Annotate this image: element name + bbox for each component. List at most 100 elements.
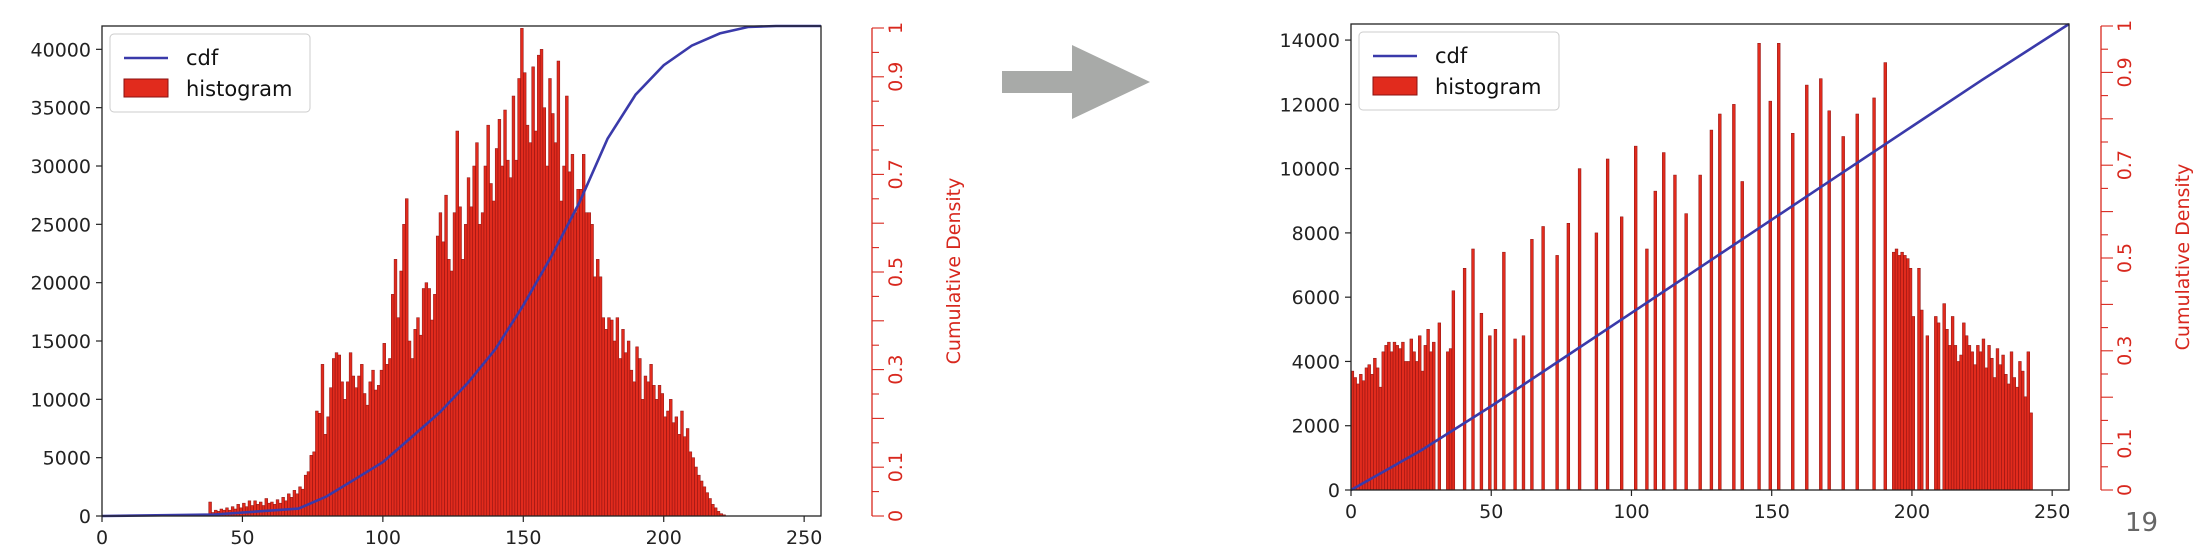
right-tick-label: 0 <box>885 510 907 522</box>
histogram-bar <box>320 364 325 517</box>
y-tick-label: 10000 <box>31 389 91 411</box>
histogram-bar <box>447 259 451 517</box>
histogram-bar <box>1920 309 1924 491</box>
histogram-bar <box>247 500 252 517</box>
histogram-bar <box>1479 312 1484 491</box>
histogram-bar <box>1948 345 1952 491</box>
histogram-bar <box>528 142 532 517</box>
histogram-bar <box>275 499 280 517</box>
histogram-bar <box>570 154 575 517</box>
histogram-bar <box>393 259 398 517</box>
histogram-bar <box>559 200 563 517</box>
histogram-bar <box>503 109 507 517</box>
histogram-bar <box>1791 133 1795 491</box>
histogram-bar <box>649 364 653 517</box>
right-tick-label: 0.3 <box>2114 336 2136 366</box>
histogram-bar <box>1367 364 1371 491</box>
histogram-bar <box>376 385 381 517</box>
histogram-bar <box>1959 354 1963 491</box>
right-axis-label: Cumulative Density <box>2172 164 2194 351</box>
histogram-bar <box>1900 251 1904 491</box>
histogram-bar <box>584 212 589 517</box>
histogram-bar <box>1827 110 1831 491</box>
histogram-bar <box>1945 329 1949 491</box>
histogram-bar <box>618 358 622 517</box>
histogram-bar <box>1883 62 1887 491</box>
histogram-bar <box>337 354 341 517</box>
histogram-bar <box>1684 213 1688 491</box>
histogram-bar <box>688 451 693 517</box>
histogram-bar <box>1903 255 1907 491</box>
histogram-bar <box>1819 78 1823 491</box>
right-tick-label: 0.5 <box>2114 243 2136 273</box>
histogram-bar <box>624 352 628 517</box>
histogram-bar <box>711 504 715 517</box>
histogram-bar <box>632 381 636 517</box>
x-tick-label: 0 <box>1345 501 1357 523</box>
legend-histogram-swatch <box>123 78 169 98</box>
histogram-bar <box>1962 322 1966 491</box>
histogram-bar <box>489 183 493 517</box>
histogram-bar <box>2001 354 2005 491</box>
histogram-chart-original: 0 50 100 150 200 250 0 5000 10000 15000 20000 25000… <box>31 22 965 549</box>
histogram-bar <box>1471 248 1475 491</box>
histogram-bar <box>382 343 386 517</box>
histogram-bar <box>492 200 496 517</box>
histogram-bar <box>646 381 650 517</box>
histogram-bar <box>506 159 510 517</box>
histogram-bar <box>438 212 443 517</box>
histogram-bar <box>1950 316 1955 491</box>
y-tick-label: 4000 <box>1292 351 1340 373</box>
histogram-bar <box>2015 386 2019 491</box>
histogram-bar <box>1423 345 1427 491</box>
histogram-bar <box>680 410 684 517</box>
histogram-bar <box>312 451 316 517</box>
histogram-bar <box>346 381 350 517</box>
histogram-bar <box>517 78 521 517</box>
histogram-bar <box>452 212 457 517</box>
histogram-bar <box>458 206 462 517</box>
histogram-bar <box>1353 377 1357 491</box>
histogram-bar <box>385 364 389 517</box>
histogram-bar <box>604 329 608 517</box>
histogram-bar <box>1906 258 1910 491</box>
histogram-bar <box>360 364 364 517</box>
histogram-bar <box>1541 226 1545 491</box>
histogram-bar <box>1732 104 1736 491</box>
histogram-bar <box>1653 190 1657 491</box>
histogram-bar <box>1970 351 1974 491</box>
slide-number: 19 <box>2125 508 2159 538</box>
histogram-bar <box>660 393 664 517</box>
histogram-bar <box>638 358 642 517</box>
histogram-bar <box>610 319 614 517</box>
histogram-bar <box>301 488 305 517</box>
histogram-bar <box>1993 377 1997 491</box>
histogram-bar <box>1998 364 2002 491</box>
histogram-bar <box>1984 367 1988 491</box>
histogram-bar <box>1740 181 1744 491</box>
histogram-bar <box>685 428 690 517</box>
histogram-bar <box>1990 357 1994 491</box>
histogram-bar <box>677 434 681 517</box>
histogram-bar <box>421 288 426 517</box>
histogram-bar <box>441 241 445 517</box>
histogram-bar <box>669 399 673 517</box>
legend-cdf-label: cdf <box>186 46 219 70</box>
histogram-bar <box>396 317 400 517</box>
y-tick-label: 8000 <box>1292 223 1340 245</box>
histogram-bar <box>705 492 709 517</box>
histogram-bar <box>264 498 268 517</box>
histogram-bar <box>629 369 634 517</box>
histogram-bar <box>444 194 448 517</box>
y-tick-label: 30000 <box>31 156 91 178</box>
right-tick-label: 0.5 <box>885 257 907 287</box>
histogram-bar <box>486 124 490 517</box>
histogram-bar <box>1768 100 1772 491</box>
legend-histogram-label: histogram <box>1435 75 1541 99</box>
histogram-bar <box>1409 338 1413 491</box>
histogram-bar <box>1662 152 1666 491</box>
histogram-chart-equalized: 0 50 100 150 200 250 0 2000 4000 6000 8000 10000 120… <box>1280 20 2194 523</box>
y-tick-label: 15000 <box>31 331 91 353</box>
histogram-bar <box>1908 267 1913 491</box>
